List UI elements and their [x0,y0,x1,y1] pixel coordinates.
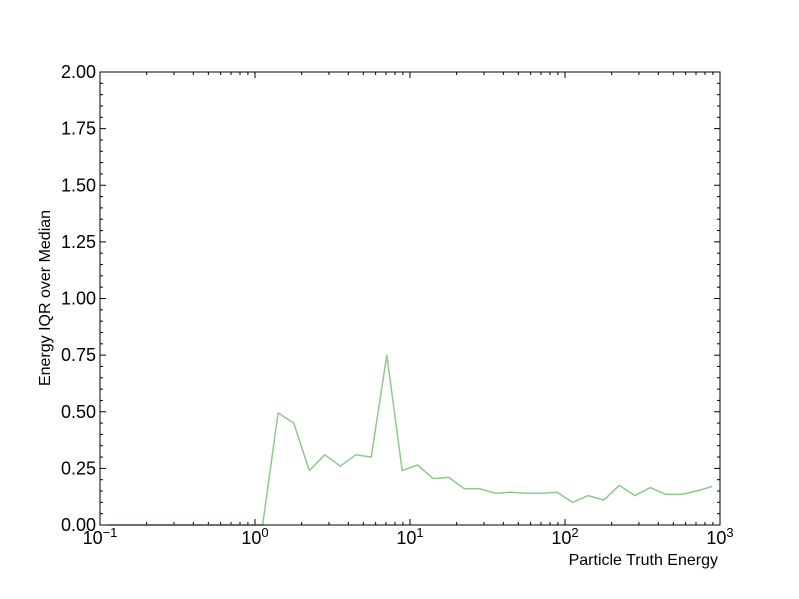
y-tick-label: 1.50 [61,175,96,195]
minor-ticks [100,72,720,525]
plot-frame [99,71,721,526]
major-ticks [99,71,721,526]
y-tick-label: 1.25 [61,232,96,252]
y-tick-label: 0.75 [61,345,96,365]
y-tick-label: 0.50 [61,402,96,422]
y-tick-label: 1.00 [61,289,96,309]
series-layer [107,354,713,526]
x-tick-label: 103 [706,525,733,548]
y-tick-label: 2.00 [61,62,96,82]
x-tick-label: 101 [396,525,423,548]
tick-labels: 10−1 100 101 102 103 0.00 0.25 0.50 0.75 1.00 1.25… [61,62,734,548]
y-tick-label: 1.75 [61,119,96,139]
x-tick-label: 10−1 [83,525,118,548]
y-tick-label: 0.25 [61,458,96,478]
y-axis-label: Energy IQR over Median [37,210,54,386]
series-line [107,354,713,526]
x-tick-label: 102 [551,525,578,548]
x-axis-label: Particle Truth Energy [569,552,718,569]
x-tick-label: 100 [241,525,268,548]
y-tick-label: 0.00 [61,515,96,535]
